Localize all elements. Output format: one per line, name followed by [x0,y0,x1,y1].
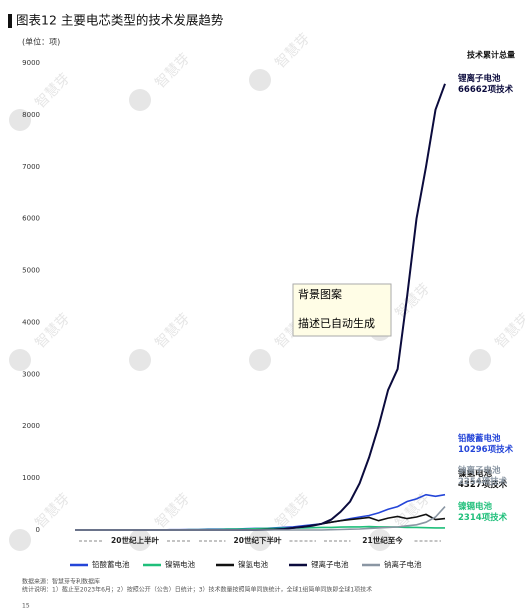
watermark-logo [9,529,31,551]
y-unit: (单位：项) [22,37,60,47]
watermark-text: 智慧芽 [272,31,313,72]
x-group-label: 20世纪上半叶 [111,535,159,545]
total-label: 铅酸蓄电池 10296项技术 [457,433,514,455]
total-label: 锂离子电池 66662项技术 [458,73,514,95]
chart-title: 图表12 主要电芯类型的技术发展趋势 [16,13,224,28]
total-label: 镍镉电池 2314项技术 [458,501,508,523]
y-tick-label: 4000 [22,318,40,326]
y-tick-label: 5000 [22,267,40,275]
y-tick-label: 6000 [22,215,40,223]
watermark-text: 智慧芽 [392,281,433,322]
watermark-logo [9,109,31,131]
watermark-text: 智慧芽 [32,71,73,112]
legend-label: 镍镉电池 [165,559,195,569]
y-tick-label: 7000 [22,163,40,171]
series-line [75,493,446,531]
watermark-logo [249,69,271,91]
legend-label: 铅酸蓄电池 [92,559,130,569]
watermark-text: 智慧芽 [152,311,193,352]
tooltip: 背景图案 描述已自动生成 [292,283,392,337]
watermarks: 智慧芽智慧芽智慧芽智慧芽智慧芽智慧芽智慧芽智慧芽智慧芽智慧芽智慧芽智慧芽 [9,31,525,551]
title-marker [8,14,12,28]
y-tick-label: 9000 [22,59,40,67]
legend-label: 锂离子电池 [311,559,349,569]
x-group-label: 20世纪下半叶 [234,535,282,545]
series-line [75,506,446,531]
y-tick-label: 0 [36,526,40,534]
total-label: 镍氢电池 4327项技术 [458,468,508,490]
tooltip-line: 背景图案 [298,287,342,301]
watermark-logo [9,349,31,371]
watermark-logo [249,529,271,551]
y-tick-label: 8000 [22,111,40,119]
tooltip-box [292,283,392,337]
watermark-logo [469,349,491,371]
watermark-text: 智慧芽 [492,311,525,352]
footnote: 统计说明：1）截止至2023年6月；2）按照公开（公告）日统计；3）技术数量按照… [22,586,372,594]
watermark-text: 智慧芽 [152,491,193,532]
watermark-text: 智慧芽 [152,51,193,92]
y-tick-label: 3000 [22,370,40,378]
watermark-logo [129,349,151,371]
legend-label: 镍氢电池 [238,559,268,569]
watermark-logo [129,89,151,111]
watermark-logo [129,529,151,551]
y-tick-label: 2000 [22,422,40,430]
legend-label: 钠离子电池 [384,559,422,569]
x-group-label: 21世纪至今 [362,535,403,545]
footnote: 数据来源：智慧芽专利数据库 [22,578,100,586]
watermark-text: 智慧芽 [32,311,73,352]
totals-heading: 技术累计总量 [467,50,515,60]
watermark-logo [249,349,271,371]
total-label: 钠离子电池 2254项技术 [458,465,508,487]
page-number: 15 [22,603,30,610]
y-tick-label: 1000 [22,474,40,482]
watermark-logo [369,529,391,551]
tooltip-line: 描述已自动生成 [298,316,375,330]
